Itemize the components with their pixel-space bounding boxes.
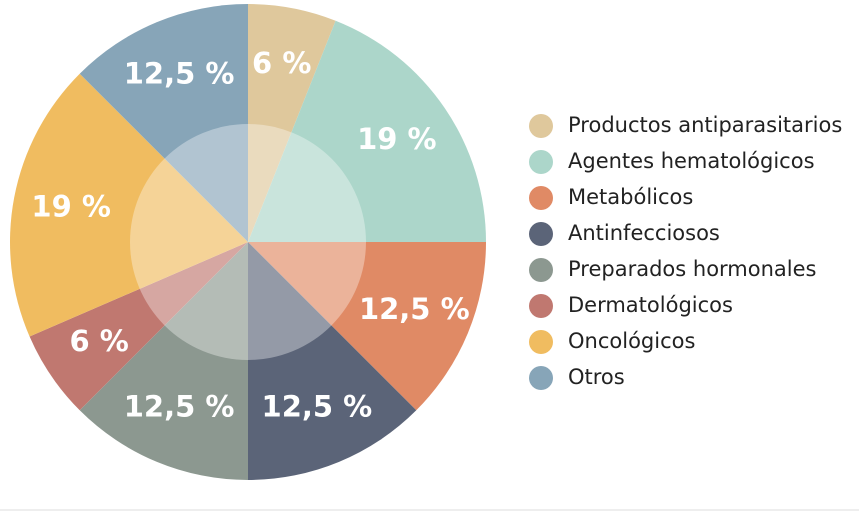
data-label: 6 %: [69, 324, 128, 358]
data-label: 12,5 %: [359, 292, 470, 326]
pie-slice: [29, 242, 248, 411]
legend-marker: [529, 150, 553, 174]
pie-slice: [248, 20, 486, 242]
inner-highlight: [130, 124, 366, 360]
data-label: 12,5 %: [262, 389, 373, 423]
legend-label: Antinfecciosos: [568, 221, 720, 245]
legend-marker: [529, 330, 553, 354]
data-label: 6 %: [252, 46, 311, 80]
legend-label: Agentes hematológicos: [568, 149, 815, 173]
legend-label: Preparados hormonales: [568, 257, 816, 281]
legend-label: Dermatológicos: [568, 293, 733, 317]
legend-marker: [529, 258, 553, 282]
pie-slice: [9, 73, 248, 337]
legend-label: Productos antiparasitarios: [568, 113, 842, 137]
legend-label: Metabólicos: [568, 185, 693, 209]
data-label: 12,5 %: [124, 57, 235, 91]
legend-marker: [529, 222, 553, 246]
data-label: 19 %: [357, 122, 437, 156]
pie-slice: [79, 242, 248, 480]
legend-marker: [529, 114, 553, 138]
pie-slice: [248, 242, 417, 480]
data-label: 12,5 %: [124, 389, 235, 423]
legend-marker: [529, 294, 553, 318]
legend-label: Oncológicos: [568, 329, 695, 353]
legend-marker: [529, 366, 553, 390]
pie-slice: [248, 242, 486, 411]
pie-slice: [79, 4, 248, 242]
data-label: 19 %: [31, 189, 111, 223]
legend-marker: [529, 186, 553, 210]
legend-label: Otros: [568, 365, 625, 389]
pie-slice: [248, 4, 336, 242]
